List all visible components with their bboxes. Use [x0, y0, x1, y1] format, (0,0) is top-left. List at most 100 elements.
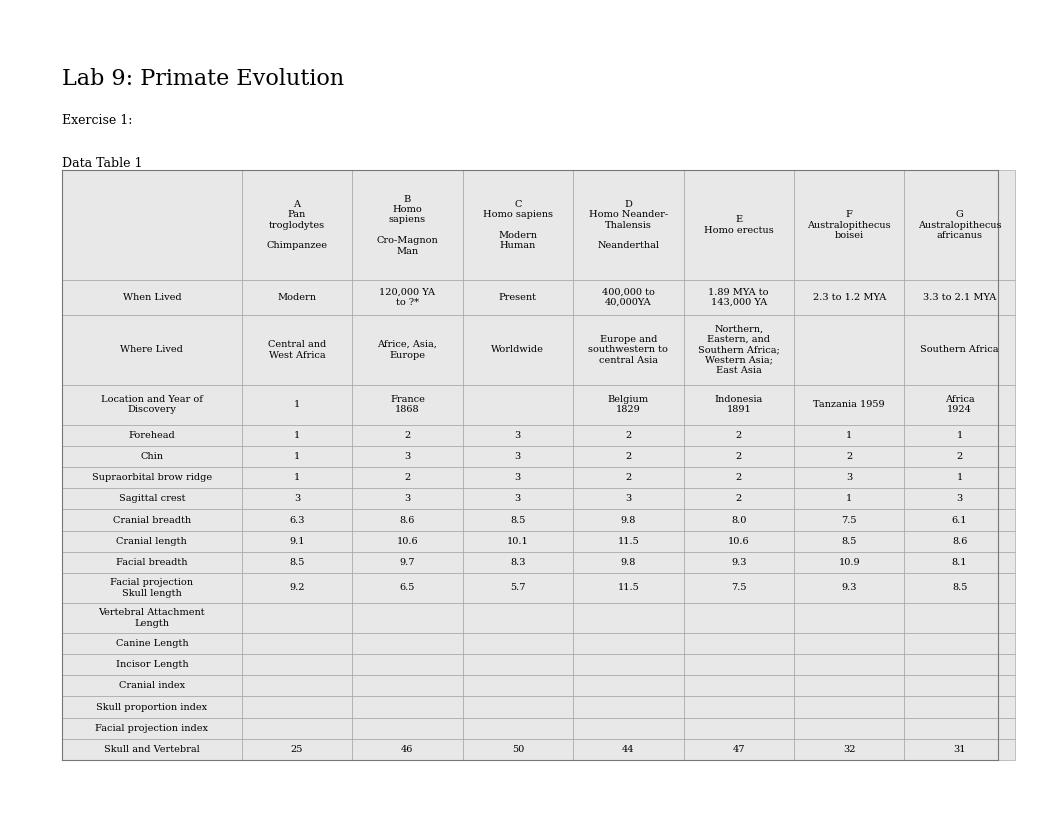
Text: 3: 3 — [515, 473, 521, 483]
Text: 3.3 to 2.1 MYA: 3.3 to 2.1 MYA — [923, 293, 996, 302]
Text: Skull proportion index: Skull proportion index — [97, 703, 207, 712]
Text: 3: 3 — [626, 494, 632, 503]
Text: France
1868: France 1868 — [390, 395, 425, 414]
Text: 2: 2 — [626, 473, 632, 483]
Bar — [242, 425, 353, 446]
Bar — [242, 718, 353, 739]
Bar — [242, 385, 353, 425]
Text: Chin: Chin — [140, 452, 164, 461]
Text: 25: 25 — [291, 745, 303, 754]
Bar — [463, 425, 573, 446]
Text: Worldwide: Worldwide — [492, 345, 544, 354]
Text: Forehead: Forehead — [129, 431, 175, 440]
Bar — [353, 718, 463, 739]
Text: Facial breadth: Facial breadth — [116, 558, 188, 567]
Text: 2: 2 — [736, 473, 742, 483]
Bar — [573, 488, 684, 510]
Bar — [242, 696, 353, 718]
Text: 1: 1 — [294, 400, 301, 409]
Bar — [242, 654, 353, 675]
Bar — [242, 675, 353, 696]
Bar — [794, 654, 905, 675]
Bar — [353, 425, 463, 446]
Bar — [62, 467, 242, 488]
Text: 9.8: 9.8 — [620, 558, 636, 567]
Text: 1: 1 — [294, 473, 301, 483]
Bar — [62, 675, 242, 696]
Text: Where Lived: Where Lived — [120, 345, 184, 354]
Bar — [573, 510, 684, 530]
Text: 8.5: 8.5 — [510, 515, 526, 524]
Bar — [573, 654, 684, 675]
Bar — [62, 739, 242, 760]
Text: 7.5: 7.5 — [731, 584, 747, 593]
Bar — [905, 633, 1015, 654]
Text: 10.6: 10.6 — [727, 537, 750, 546]
Bar — [242, 467, 353, 488]
Bar — [242, 280, 353, 315]
Text: 2: 2 — [405, 431, 411, 440]
Bar — [684, 510, 794, 530]
Bar — [353, 170, 463, 280]
Bar — [62, 280, 242, 315]
Text: Modern: Modern — [277, 293, 316, 302]
Text: 11.5: 11.5 — [617, 584, 639, 593]
Bar — [242, 573, 353, 603]
Bar — [62, 446, 242, 467]
Bar — [62, 603, 242, 633]
Bar — [905, 552, 1015, 573]
Text: Incisor Length: Incisor Length — [116, 660, 188, 669]
Bar — [573, 603, 684, 633]
Bar — [684, 385, 794, 425]
Bar — [794, 488, 905, 510]
Text: B
Homo
sapiens

Cro-Magnon
Man: B Homo sapiens Cro-Magnon Man — [377, 195, 439, 256]
Bar — [463, 696, 573, 718]
Text: Canine Length: Canine Length — [116, 639, 188, 648]
Text: 47: 47 — [733, 745, 744, 754]
Text: 3: 3 — [405, 452, 411, 461]
Text: 2: 2 — [846, 452, 853, 461]
Text: Location and Year of
Discovery: Location and Year of Discovery — [101, 395, 203, 414]
Text: Sagittal crest: Sagittal crest — [119, 494, 185, 503]
Text: Skull and Vertebral: Skull and Vertebral — [104, 745, 200, 754]
Bar — [353, 696, 463, 718]
Bar — [573, 552, 684, 573]
Bar — [353, 654, 463, 675]
Bar — [62, 552, 242, 573]
Bar — [794, 696, 905, 718]
Bar — [353, 280, 463, 315]
Text: E
Homo erectus: E Homo erectus — [704, 215, 773, 235]
Bar — [684, 280, 794, 315]
Bar — [62, 488, 242, 510]
Text: Europe and
southwestern to
central Asia: Europe and southwestern to central Asia — [588, 335, 668, 365]
Bar — [353, 530, 463, 552]
Text: 10.6: 10.6 — [396, 537, 418, 546]
Text: 1.89 MYA to
143,000 YA: 1.89 MYA to 143,000 YA — [708, 288, 769, 307]
Bar — [353, 739, 463, 760]
Bar — [463, 315, 573, 385]
Text: 2: 2 — [736, 431, 742, 440]
Text: 6.5: 6.5 — [399, 584, 415, 593]
Text: 50: 50 — [512, 745, 524, 754]
Bar — [62, 385, 242, 425]
Text: Cranial length: Cranial length — [117, 537, 187, 546]
Bar — [463, 488, 573, 510]
Bar — [573, 446, 684, 467]
Bar — [905, 425, 1015, 446]
Text: 8.5: 8.5 — [289, 558, 305, 567]
Bar — [242, 530, 353, 552]
Text: 11.5: 11.5 — [617, 537, 639, 546]
Bar — [684, 739, 794, 760]
Bar — [684, 170, 794, 280]
Bar — [353, 633, 463, 654]
Bar — [573, 425, 684, 446]
Text: 9.2: 9.2 — [289, 584, 305, 593]
Bar — [463, 280, 573, 315]
Bar — [573, 385, 684, 425]
Text: G
Australopithecus
africanus: G Australopithecus africanus — [918, 210, 1001, 240]
Text: 8.6: 8.6 — [952, 537, 967, 546]
Bar — [242, 315, 353, 385]
Bar — [463, 170, 573, 280]
Bar — [463, 603, 573, 633]
Bar — [242, 446, 353, 467]
